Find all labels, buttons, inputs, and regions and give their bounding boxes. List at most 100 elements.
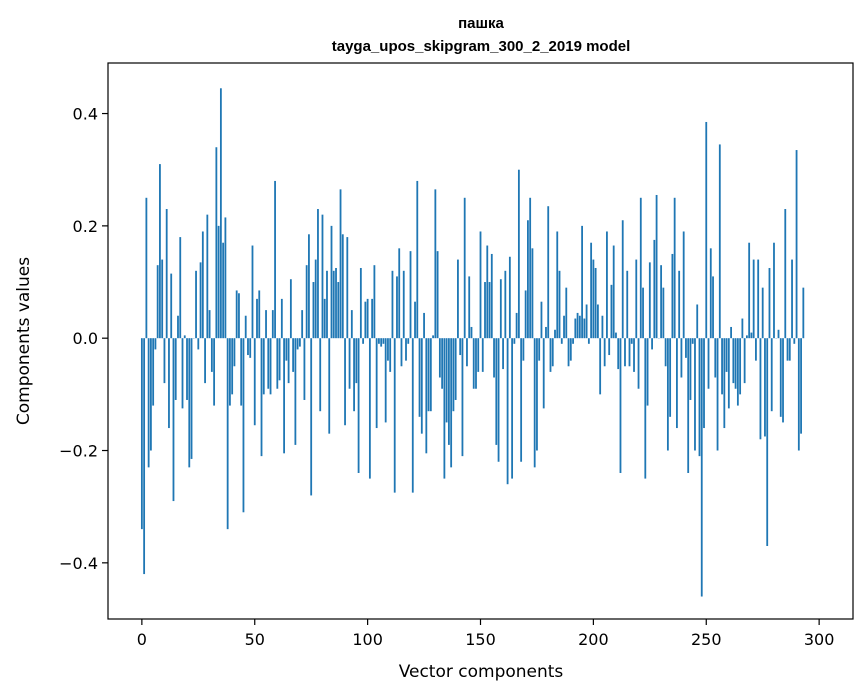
bar-173: [531, 248, 534, 339]
bar-90: [344, 338, 346, 426]
bar-292: [800, 338, 802, 434]
bar-12: [168, 338, 170, 429]
bar-106: [380, 338, 383, 347]
bar-47: [247, 338, 249, 356]
bar-99: [364, 301, 367, 339]
bar-118: [407, 338, 410, 344]
bar-215: [626, 270, 629, 339]
bar-96: [357, 338, 360, 473]
bar-120: [411, 338, 414, 493]
bar-235: [671, 253, 674, 339]
bar-63: [283, 338, 285, 454]
bar-108: [384, 338, 387, 423]
bar-112: [393, 338, 396, 493]
bar-241: [685, 338, 687, 358]
bar-157: [495, 338, 498, 445]
bar-121: [414, 301, 416, 339]
bar-198: [587, 338, 590, 344]
bar-204: [601, 315, 604, 339]
bar-254: [714, 338, 717, 378]
bar-61: [278, 338, 281, 381]
x-tick-label: 50: [245, 630, 265, 649]
bar-69: [296, 338, 299, 350]
bar-10: [163, 338, 166, 384]
bar-252: [709, 248, 712, 339]
bar-214: [624, 338, 626, 367]
bar-224: [646, 338, 649, 406]
bar-272: [755, 338, 757, 361]
bar-13: [170, 273, 173, 339]
bar-107: [382, 338, 385, 344]
bar-33: [215, 147, 218, 339]
bar-111: [391, 270, 394, 339]
bar-249: [703, 338, 705, 429]
bar-205: [603, 338, 606, 367]
bar-38: [226, 338, 229, 530]
bar-248: [700, 338, 703, 597]
bar-187: [563, 315, 565, 339]
bar-25: [197, 338, 200, 350]
bar-27: [201, 231, 204, 339]
bar-100: [366, 298, 369, 339]
bar-97: [359, 267, 362, 339]
bar-155: [490, 253, 493, 339]
bar-217: [630, 338, 633, 344]
bar-237: [676, 338, 678, 429]
bar-290: [795, 150, 798, 339]
bar-275: [761, 287, 764, 339]
bar-209: [612, 245, 615, 339]
bar-57: [269, 338, 272, 395]
bar-91: [346, 237, 349, 339]
y-tick-label: −0.2: [59, 442, 98, 461]
bar-86: [335, 267, 337, 339]
bar-146: [470, 326, 473, 339]
bar-271: [752, 259, 755, 339]
bar-117: [405, 338, 407, 361]
bar-242: [687, 338, 690, 473]
bar-255: [716, 338, 719, 451]
bar-17: [179, 237, 182, 339]
bar-156: [493, 338, 495, 378]
bar-83: [328, 338, 331, 434]
bar-66: [289, 279, 292, 339]
bar-45: [242, 338, 245, 513]
bar-7: [156, 265, 159, 339]
bar-236: [673, 197, 676, 339]
bar-79: [319, 338, 322, 412]
bar-20: [186, 338, 188, 400]
bar-103: [373, 265, 376, 339]
bar-210: [615, 332, 617, 339]
bar-94: [353, 338, 355, 412]
bar-72: [303, 338, 306, 400]
bar-221: [639, 197, 642, 339]
bar-119: [409, 251, 412, 339]
bar-128: [429, 338, 432, 412]
bar-123: [418, 338, 421, 417]
x-tick-label: 100: [352, 630, 383, 649]
bar-182: [551, 338, 554, 367]
bar-194: [578, 315, 581, 339]
bar-52: [258, 290, 261, 339]
y-axis-ticks: −0.4 −0.2 0.0 0.2 0.4: [59, 105, 108, 573]
bar-260: [727, 338, 730, 409]
y-tick-label: −0.4: [59, 554, 98, 573]
bar-110: [389, 338, 392, 372]
bar-116: [402, 270, 405, 339]
bar-137: [450, 338, 453, 468]
bar-218: [633, 338, 635, 372]
bar-178: [542, 338, 545, 409]
bar-171: [527, 220, 529, 339]
bar-276: [764, 338, 766, 437]
bar-64: [285, 338, 288, 361]
bar-77: [314, 259, 317, 339]
bar-22: [190, 338, 193, 459]
bar-177: [540, 301, 543, 339]
x-tick-label: 200: [578, 630, 609, 649]
bar-176: [538, 338, 541, 361]
bar-193: [576, 312, 579, 339]
bar-142: [461, 338, 464, 457]
bar-28: [204, 338, 206, 384]
bar-48: [249, 338, 252, 358]
bar-161: [504, 270, 507, 339]
bar-288: [791, 259, 793, 339]
